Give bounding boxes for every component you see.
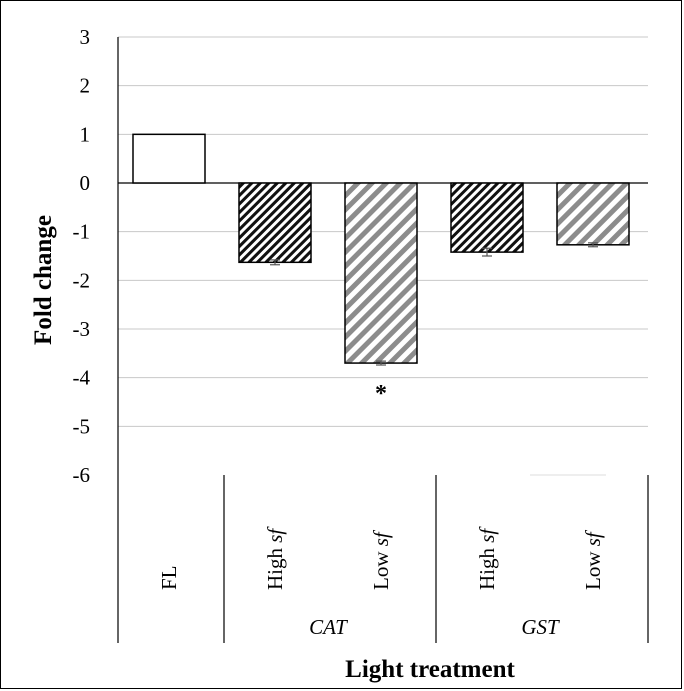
category-label-italic: sf: [263, 526, 287, 543]
axes: 3 2 1 0 -1 -2 -3 -4 -5 -6: [73, 25, 648, 643]
bar: [238, 182, 312, 264]
y-tick-label: -4: [73, 366, 91, 390]
category-labels: FL High sf Low sf High sf Low sf CAT GST: [157, 475, 649, 643]
category-label: High sf: [263, 526, 287, 590]
category-label: High sf: [475, 526, 499, 590]
category-label: FL: [157, 565, 181, 590]
y-tick-label: 2: [80, 74, 91, 98]
category-label: Low sf: [581, 529, 605, 590]
y-tick-label: 1: [80, 122, 91, 146]
bars: *: [132, 133, 630, 407]
y-tick-label: -6: [73, 463, 91, 487]
y-tick-label: -5: [73, 414, 91, 438]
category-label-italic: sf: [581, 529, 605, 546]
category-label: Low sf: [369, 529, 393, 590]
group-label: GST: [521, 615, 560, 639]
bar: [450, 182, 524, 253]
y-tick-label: -3: [73, 317, 91, 341]
y-axis-title: Fold change: [30, 215, 57, 345]
y-tick-label: -1: [73, 220, 91, 244]
bar: [132, 133, 206, 184]
significance-marker: *: [375, 381, 387, 407]
category-label-italic: sf: [369, 529, 393, 546]
y-tick-label: 3: [80, 25, 91, 49]
x-axis-title: Light treatment: [345, 656, 515, 683]
category-label-italic: sf: [475, 526, 499, 543]
group-label: CAT: [309, 615, 348, 639]
y-tick-label: -2: [73, 268, 91, 292]
bar: [556, 182, 630, 246]
bar: [344, 182, 418, 364]
y-tick-label: 0: [80, 171, 91, 195]
